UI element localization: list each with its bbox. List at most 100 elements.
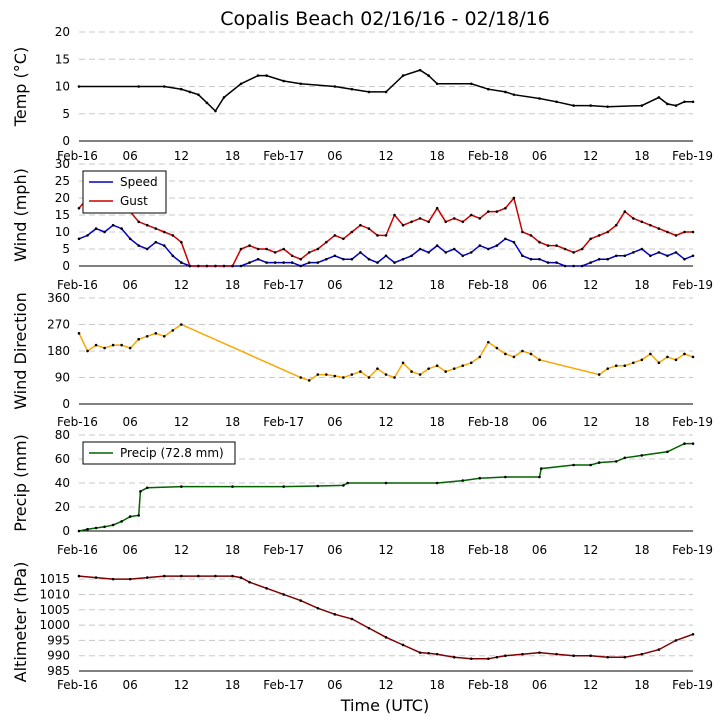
data-point xyxy=(222,264,226,268)
data-point xyxy=(589,261,592,264)
data-point xyxy=(487,247,490,251)
data-point xyxy=(614,364,618,368)
data-point xyxy=(666,355,669,359)
data-point xyxy=(657,251,661,254)
data-point xyxy=(640,247,644,251)
data-point xyxy=(649,352,652,356)
x-tick-label: Feb-17 xyxy=(263,678,304,692)
data-point xyxy=(384,90,388,94)
data-point xyxy=(529,234,533,237)
data-point xyxy=(640,454,644,457)
data-point xyxy=(657,227,661,230)
data-point xyxy=(376,367,379,370)
y-tick-label: 5 xyxy=(62,242,70,256)
x-tick-label: Feb-16 xyxy=(57,149,98,163)
data-point xyxy=(162,244,166,247)
data-point xyxy=(231,574,234,578)
data-point xyxy=(478,355,482,359)
x-tick-label: Feb-18 xyxy=(468,149,509,163)
data-point xyxy=(427,251,430,254)
data-point xyxy=(674,234,678,237)
data-point xyxy=(512,93,516,96)
x-tick-label: Feb-17 xyxy=(263,543,304,557)
series-temp xyxy=(77,68,695,113)
data-point xyxy=(145,223,149,227)
series-line xyxy=(78,224,694,267)
data-point xyxy=(239,82,243,86)
x-tick-label: 06 xyxy=(123,149,138,163)
data-point xyxy=(683,230,686,234)
data-point xyxy=(128,346,132,350)
data-point xyxy=(606,230,610,234)
x-tick-label: 12 xyxy=(174,678,189,692)
x-tick-label: 06 xyxy=(532,149,547,163)
data-point xyxy=(401,643,405,647)
data-point xyxy=(180,574,183,578)
data-point xyxy=(461,254,465,258)
data-point xyxy=(606,367,610,370)
data-point xyxy=(77,332,81,335)
data-point xyxy=(546,244,550,247)
data-point xyxy=(487,210,490,213)
data-point xyxy=(614,460,618,463)
y-tick-label: 20 xyxy=(55,500,70,514)
y-tick-label: 20 xyxy=(55,191,70,205)
y-tick-label: 995 xyxy=(47,633,70,647)
data-point xyxy=(180,240,183,244)
y-tick-label: 0 xyxy=(62,524,70,538)
x-tick-label: 18 xyxy=(634,543,649,557)
panel-temperature: 0 5 10 15 20 Feb-16 06 12 18 Feb-17 06 12 18 Feb-18 06… xyxy=(11,25,713,163)
data-point xyxy=(657,361,661,365)
y-axis-label: Wind Direction xyxy=(11,292,30,410)
data-point xyxy=(691,254,695,258)
x-tick-label: 18 xyxy=(634,149,649,163)
data-point xyxy=(120,343,123,347)
series-line xyxy=(79,69,693,113)
data-point xyxy=(614,254,618,258)
data-point xyxy=(401,223,405,227)
data-point xyxy=(674,104,678,107)
y-tick-label: 270 xyxy=(47,318,70,332)
x-tick-label: 12 xyxy=(583,543,598,557)
data-point xyxy=(282,485,285,488)
data-point xyxy=(333,254,337,258)
data-point xyxy=(539,467,543,470)
data-point xyxy=(572,251,575,254)
data-point xyxy=(222,96,226,99)
data-point xyxy=(666,450,669,454)
x-tick-label: 18 xyxy=(634,415,649,429)
data-point xyxy=(384,373,388,376)
data-point xyxy=(563,264,567,268)
data-point xyxy=(487,340,490,344)
x-tick-label: Feb-16 xyxy=(57,415,98,429)
data-point xyxy=(282,79,285,83)
y-tick-label: 0 xyxy=(62,134,70,148)
data-point xyxy=(683,257,686,261)
data-point xyxy=(77,85,81,88)
y-tick-label: 25 xyxy=(55,174,70,188)
data-point xyxy=(623,254,627,258)
x-tick-label: 06 xyxy=(327,415,342,429)
data-point xyxy=(427,651,430,655)
data-point xyxy=(555,652,558,656)
x-tick-label: 12 xyxy=(174,415,189,429)
y-tick-label: 5 xyxy=(62,107,70,121)
data-point xyxy=(640,104,644,107)
data-point xyxy=(197,264,200,268)
x-tick-label: 18 xyxy=(430,278,445,292)
data-point xyxy=(538,257,541,261)
data-point xyxy=(649,223,652,227)
data-point xyxy=(94,343,98,347)
x-tick-label: 12 xyxy=(174,543,189,557)
data-point xyxy=(273,261,277,264)
data-point xyxy=(282,261,285,264)
data-point xyxy=(162,85,166,88)
data-point xyxy=(282,247,285,251)
y-tick-label: 15 xyxy=(55,52,70,66)
x-tick-label: 18 xyxy=(225,543,240,557)
x-tick-label: 18 xyxy=(225,678,240,692)
x-tick-label: 18 xyxy=(634,278,649,292)
x-tick-label: 12 xyxy=(378,278,393,292)
data-point xyxy=(469,361,473,365)
